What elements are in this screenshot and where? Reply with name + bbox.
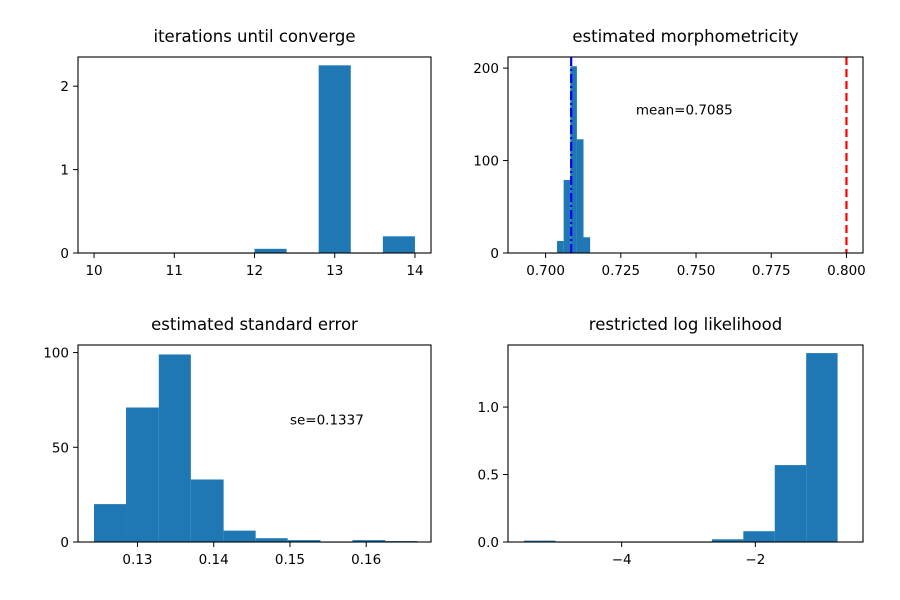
y-tick-label: 2 bbox=[60, 79, 69, 95]
panel-morphometricity: estimated morphometricity mean=0.7085 0.… bbox=[473, 27, 866, 279]
x-tick-label: 0.725 bbox=[601, 263, 640, 279]
histogram-bar bbox=[743, 531, 775, 542]
histogram-bar bbox=[254, 248, 287, 253]
axes-frame bbox=[77, 344, 432, 543]
histogram-bar bbox=[576, 139, 584, 253]
y-tick-label: 1.0 bbox=[478, 400, 499, 416]
y-axis: 0 50 100 bbox=[43, 346, 78, 551]
histogram-bar bbox=[563, 179, 571, 253]
y-tick-label: 0 bbox=[60, 246, 69, 262]
histogram-bar bbox=[557, 240, 564, 253]
x-tick-label: 0.800 bbox=[827, 263, 866, 279]
histogram-bar bbox=[318, 65, 351, 253]
se-annotation: se=0.1337 bbox=[290, 413, 364, 429]
histogram-bar bbox=[806, 353, 838, 542]
panel-title: iterations until converge bbox=[153, 27, 355, 46]
y-axis: 0 1 2 bbox=[60, 79, 78, 262]
y-tick-label: 0.5 bbox=[478, 468, 499, 484]
x-tick-label: 0.13 bbox=[122, 552, 152, 568]
x-tick-label: 0.750 bbox=[677, 263, 716, 279]
panel-standard-error: estimated standard error se=0.1337 0.13 0… bbox=[43, 315, 432, 568]
x-tick-label: −4 bbox=[612, 552, 632, 568]
histogram-bar bbox=[583, 237, 591, 253]
histogram-bar bbox=[524, 540, 556, 542]
x-tick-label: 14 bbox=[406, 263, 423, 279]
histogram-bar bbox=[570, 66, 577, 253]
axes-frame bbox=[507, 56, 864, 254]
panel-title: estimated morphometricity bbox=[572, 27, 798, 46]
y-tick-label: 0.0 bbox=[478, 535, 499, 551]
x-tick-label: 12 bbox=[246, 263, 263, 279]
y-axis: 0.0 0.5 1.0 bbox=[478, 400, 508, 551]
histogram-bar bbox=[774, 465, 807, 542]
y-tick-label: 1 bbox=[60, 163, 69, 179]
histogram-bar bbox=[382, 236, 415, 253]
histogram-bars bbox=[94, 354, 418, 543]
histogram-bar bbox=[287, 540, 321, 542]
histogram-bar bbox=[711, 539, 744, 542]
panel-title: estimated standard error bbox=[151, 315, 358, 334]
mean-annotation: mean=0.7085 bbox=[636, 102, 733, 118]
x-axis: 0.13 0.14 0.15 0.16 bbox=[122, 542, 381, 568]
y-tick-label: 0 bbox=[60, 535, 69, 551]
histogram-bar bbox=[158, 354, 191, 542]
y-tick-label: 200 bbox=[473, 61, 499, 77]
y-axis: 0 100 200 bbox=[473, 61, 508, 262]
panel-iterations: iterations until converge 10 11 12 13 14 012 bbox=[60, 27, 432, 279]
x-tick-label: 0.700 bbox=[526, 263, 565, 279]
x-axis: −4 −2 bbox=[612, 542, 765, 568]
y-tick-label: 50 bbox=[52, 440, 69, 456]
histogram-bar bbox=[352, 540, 386, 542]
reference-lines bbox=[570, 57, 848, 253]
x-tick-label: 0.15 bbox=[275, 552, 305, 568]
x-tick-label: −2 bbox=[745, 552, 765, 568]
x-tick-label: 0.775 bbox=[752, 263, 791, 279]
panel-title: restricted log likelihood bbox=[589, 315, 782, 334]
x-axis: 10 11 12 13 14 bbox=[85, 253, 424, 279]
y-tick-label: 0 bbox=[490, 246, 499, 262]
histogram-bar bbox=[190, 479, 224, 542]
x-tick-label: 11 bbox=[166, 263, 183, 279]
x-tick-label: 0.16 bbox=[351, 552, 381, 568]
y-tick-label: 100 bbox=[43, 346, 69, 362]
y-tick-label: 100 bbox=[473, 154, 499, 170]
histogram-bar bbox=[223, 530, 256, 542]
histogram-bar bbox=[255, 538, 288, 542]
panel-log-likelihood: restricted log likelihood −4 −2 0.0 0.5 1.0 bbox=[478, 315, 864, 568]
histogram-bar bbox=[94, 504, 127, 542]
x-tick-label: 13 bbox=[326, 263, 343, 279]
axes-frame bbox=[507, 344, 864, 543]
x-tick-label: 0.14 bbox=[199, 552, 229, 568]
x-axis: 0.700 0.725 0.750 0.775 0.800 bbox=[526, 253, 866, 279]
histogram-bars bbox=[524, 353, 838, 543]
histogram-bar bbox=[126, 407, 159, 542]
x-tick-label: 10 bbox=[85, 263, 102, 279]
